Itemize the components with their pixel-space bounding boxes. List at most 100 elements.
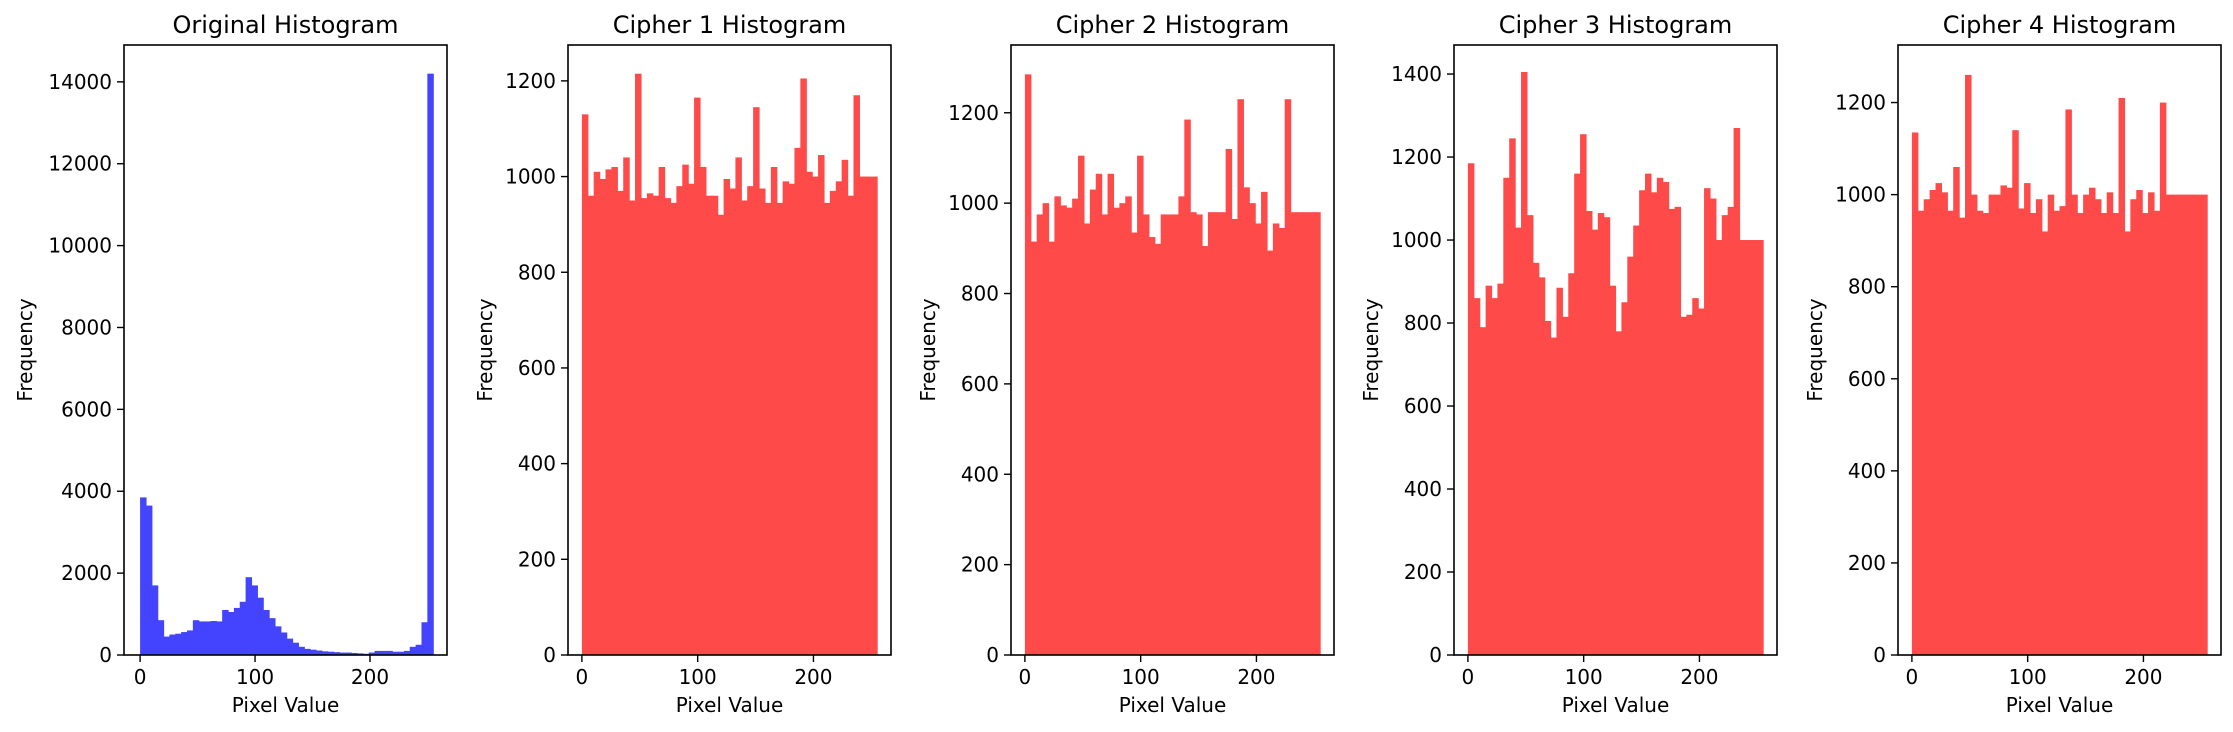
histogram-bar — [245, 577, 253, 655]
histogram-bars — [1467, 71, 1764, 656]
histogram-bar — [1160, 214, 1168, 655]
histogram-bar — [339, 652, 346, 655]
y-axis-label: Frequency — [13, 298, 37, 401]
axes-frame — [1453, 44, 1778, 656]
histogram-bar — [1473, 298, 1481, 655]
histogram-bar — [1107, 173, 1115, 655]
histogram-bar — [1976, 210, 1984, 656]
histogram-bar — [599, 178, 607, 655]
y-tick-label: 1200 — [1835, 91, 1886, 115]
histogram-bar — [776, 202, 784, 655]
x-tick-label: 200 — [1237, 665, 1275, 689]
y-tick-label: 800 — [1848, 275, 1886, 299]
histogram-bar — [1308, 212, 1315, 655]
histogram-bar — [304, 648, 311, 655]
histogram-bar — [587, 195, 595, 655]
histogram-bar — [175, 633, 182, 655]
histogram-bar — [617, 190, 624, 656]
histogram-bar — [841, 159, 849, 655]
histogram-bar — [1089, 189, 1097, 655]
histogram-bar — [1166, 214, 1174, 655]
histogram-bar — [292, 642, 299, 655]
histogram-bar — [1715, 240, 1723, 655]
histogram-bar — [1959, 217, 1966, 655]
y-tick-label: 1000 — [505, 165, 556, 189]
y-tick-label: 800 — [961, 282, 999, 306]
histogram-bar — [1609, 285, 1617, 655]
y-tick-label: 1000 — [948, 191, 999, 215]
histogram-bar — [2071, 194, 2078, 655]
histogram-bar — [368, 652, 376, 655]
y-axis-label: Frequency — [1803, 298, 1827, 401]
histogram-bar — [1538, 277, 1546, 655]
histogram-bar — [327, 651, 335, 655]
histogram-bar — [1550, 337, 1558, 655]
histogram-bar — [1515, 227, 1522, 655]
y-tick-label: 4000 — [61, 479, 112, 503]
histogram-bar — [351, 652, 358, 655]
x-tick-label: 100 — [1122, 665, 1160, 689]
histogram-bar — [623, 157, 630, 655]
histogram-bar — [1627, 256, 1634, 655]
histogram-bar — [658, 167, 666, 655]
histogram-bar — [1296, 212, 1303, 655]
histogram-bar — [1113, 207, 1120, 656]
histogram-bar — [847, 195, 855, 655]
y-tick-label: 0 — [986, 643, 999, 667]
histogram-bar — [593, 171, 601, 655]
histogram-bar — [286, 638, 294, 655]
histogram-bars — [1911, 74, 2208, 656]
histogram-bar — [392, 651, 399, 655]
histogram-bar — [222, 609, 229, 655]
y-tick-label: 200 — [1404, 560, 1442, 584]
histogram-bar — [263, 609, 270, 655]
histogram-bar — [1467, 163, 1475, 655]
histogram-bar — [2012, 130, 2019, 656]
histogram-bar — [1172, 214, 1179, 655]
histogram-bar — [380, 650, 387, 655]
histogram-bar — [1290, 212, 1298, 655]
histogram-bar — [1668, 208, 1676, 655]
histogram-bar — [741, 200, 748, 656]
histogram-bar — [1574, 173, 1581, 655]
histogram-bar — [729, 188, 736, 655]
histogram-bar — [646, 193, 654, 655]
histogram-bar — [1757, 240, 1764, 655]
histogram-bar — [151, 585, 159, 655]
histogram-bar — [2041, 231, 2049, 655]
histogram-bar — [735, 157, 742, 655]
histogram-bar — [1645, 173, 1652, 655]
histogram-bar — [717, 214, 725, 655]
histogram-bar — [829, 190, 837, 656]
histogram-bar — [1692, 298, 1699, 655]
chart-title: Cipher 3 Histogram — [1499, 11, 1733, 39]
x-tick-label: 200 — [351, 665, 389, 689]
y-tick-label: 1000 — [1835, 183, 1886, 207]
histogram-bar — [1101, 214, 1109, 655]
histogram-bar — [2124, 231, 2131, 655]
subplot-2: 0 100 200 0 200 400 600 800 1000 1200 Cipher 1 His… — [473, 11, 892, 717]
histogram-bar — [1656, 177, 1664, 656]
histogram-bar — [694, 97, 701, 655]
y-tick-label: 600 — [518, 356, 556, 380]
histogram-bar — [1733, 127, 1741, 656]
histogram-bar — [1042, 203, 1050, 655]
histogram-bar — [2189, 194, 2196, 655]
histogram-bar — [333, 652, 341, 655]
histogram-bar — [1526, 215, 1534, 655]
x-axis-label: Pixel Value — [676, 693, 784, 717]
histogram-bar — [853, 95, 860, 656]
histogram-bar — [688, 183, 695, 655]
histogram-bar — [664, 198, 672, 655]
y-tick-label: 14000 — [48, 70, 112, 94]
y-tick-label: 0 — [99, 643, 112, 667]
histogram-bar — [670, 202, 677, 655]
histogram-bar — [210, 621, 217, 655]
histogram-bar — [1704, 188, 1711, 655]
histogram-bar — [2106, 192, 2114, 655]
histogram-bar — [2000, 185, 2007, 656]
histogram-bar — [1639, 190, 1646, 656]
histogram-bar — [1237, 99, 1244, 656]
histogram-bar — [1219, 212, 1227, 655]
